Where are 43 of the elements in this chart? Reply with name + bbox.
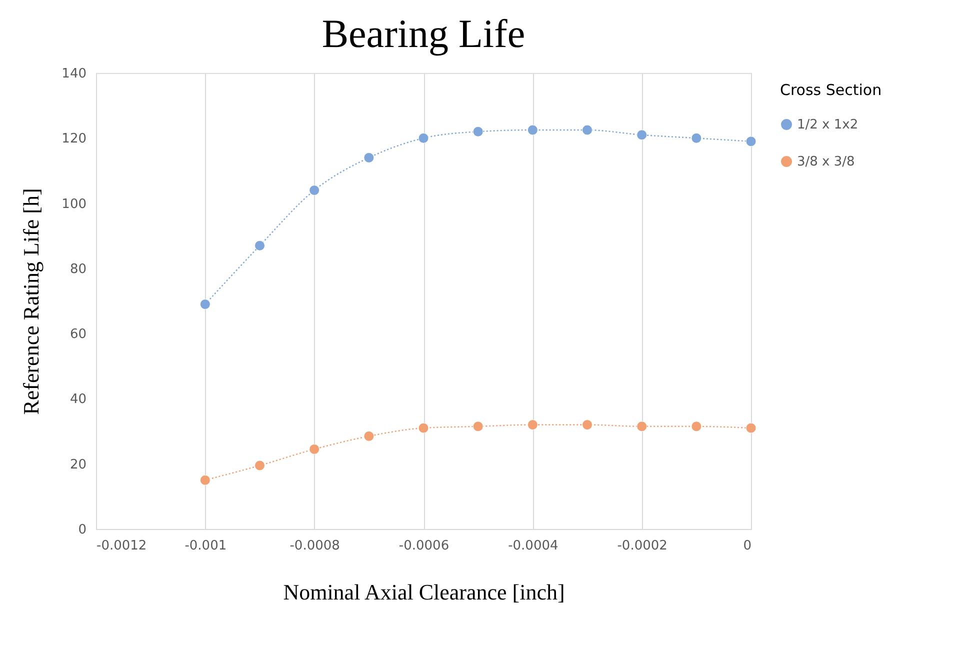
- point: [200, 299, 210, 310]
- point: [418, 132, 429, 144]
- point: [582, 124, 592, 136]
- point: [200, 474, 210, 486]
- point: [636, 130, 648, 140]
- point: [636, 421, 648, 432]
- x-tick-label: -0.001: [184, 538, 227, 554]
- y-tick-label: 40: [70, 392, 86, 408]
- point: [364, 430, 374, 442]
- x-tick-label: -0.0012: [96, 538, 147, 554]
- x-tick-label: -0.0004: [508, 538, 558, 554]
- point: [746, 136, 756, 147]
- y-axis-title: Reference Rating Life [h]: [18, 188, 44, 415]
- y-tick-label: 80: [70, 262, 86, 277]
- y-tick-label: 100: [62, 196, 86, 212]
- point: [254, 240, 265, 251]
- x-tick-label: -0.0008: [290, 538, 340, 554]
- y-tick-label: 60: [70, 327, 86, 342]
- point: [746, 422, 756, 434]
- y-tick-label: 0: [78, 522, 86, 538]
- point: [309, 185, 320, 196]
- point: [309, 444, 320, 454]
- legend-label: 1/2 x 1x2: [797, 118, 858, 132]
- point: [254, 460, 265, 471]
- point: [691, 421, 702, 432]
- point: [472, 126, 484, 137]
- legend-label: 3/8 x 3/8: [797, 154, 855, 170]
- y-tick-label: 20: [70, 457, 86, 472]
- chart-title: Bearing Life: [322, 11, 526, 56]
- point: [472, 421, 484, 432]
- point: [527, 420, 538, 430]
- x-axis-title: Nominal Axial Clearance [inch]: [283, 580, 565, 604]
- x-tick-label: -0.0006: [398, 538, 450, 554]
- point: [691, 132, 702, 144]
- point: [582, 420, 592, 430]
- point: [418, 422, 429, 434]
- point: [527, 124, 538, 136]
- y-tick-label: 120: [62, 132, 86, 147]
- point: [364, 152, 374, 163]
- y-tick-label: 140: [62, 66, 86, 82]
- legend-title: Cross Section: [780, 81, 882, 99]
- x-tick-label: 0: [743, 538, 752, 554]
- x-tick-label: -0.0002: [617, 538, 668, 554]
